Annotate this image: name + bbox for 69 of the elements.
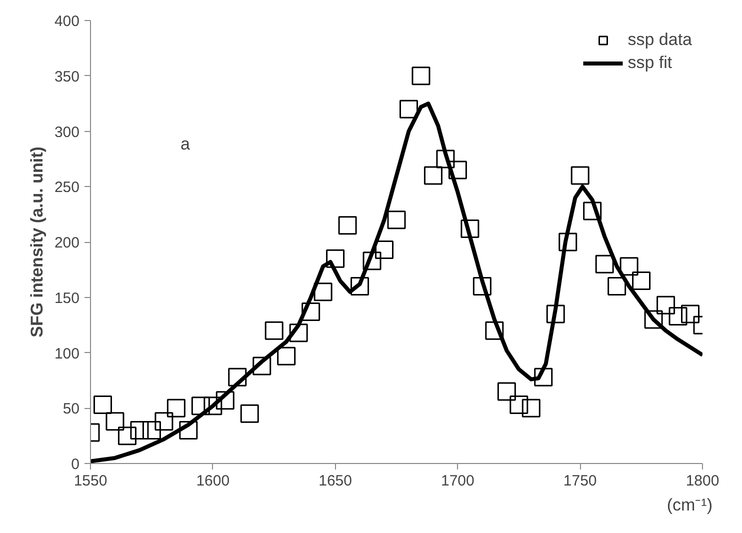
legend-label: ssp fit: [628, 53, 672, 73]
point: [362, 252, 382, 270]
x-tick-label: 1700: [441, 472, 474, 490]
point: [583, 202, 602, 220]
point: [289, 324, 308, 342]
point: [620, 257, 638, 276]
y-tick-label: 200: [54, 234, 80, 252]
point: [558, 232, 578, 252]
x-axis-title: (cm⁻¹): [666, 496, 713, 514]
point: [387, 210, 406, 230]
point: [681, 304, 700, 324]
y-axis-title: SFG intensity (a.u. unit): [27, 146, 46, 338]
point: [106, 412, 124, 431]
point: [656, 296, 676, 314]
point: [644, 310, 663, 329]
point: [118, 426, 136, 446]
y-tick-label: 350: [54, 68, 80, 86]
point: [510, 396, 528, 414]
legend-label: ssp data: [628, 30, 692, 50]
point: [412, 66, 430, 86]
point: [632, 272, 651, 290]
point: [154, 412, 174, 431]
point: [314, 282, 332, 302]
point: [264, 321, 284, 340]
x-tick-label: 1600: [196, 472, 230, 490]
point: [166, 398, 186, 418]
point: [130, 421, 149, 440]
point: [448, 160, 467, 180]
point: [142, 421, 161, 440]
point: [608, 277, 626, 296]
point: [204, 396, 222, 416]
point: [436, 150, 455, 168]
x-tick-label: 1800: [686, 472, 720, 490]
point: [228, 368, 247, 386]
x-tick-label: 1550: [74, 472, 108, 490]
point: [497, 382, 516, 401]
point: [485, 321, 504, 340]
point: [350, 277, 370, 296]
point: [399, 100, 418, 118]
point: [179, 421, 198, 440]
point: [277, 346, 296, 366]
point: [522, 398, 540, 418]
point: [668, 306, 688, 326]
point: [93, 396, 112, 414]
point: [191, 396, 210, 416]
point: [472, 277, 492, 296]
y-tick-label: 50: [62, 400, 80, 418]
point: [595, 254, 614, 274]
point: [338, 216, 357, 235]
point: [216, 391, 234, 410]
x-tick-label: 1750: [563, 472, 597, 490]
x-tick-label: 1650: [318, 472, 352, 490]
point: [326, 249, 345, 268]
annotation: a: [180, 134, 190, 154]
point: [424, 166, 442, 185]
y-tick-label: 100: [54, 345, 80, 362]
point: [534, 368, 553, 386]
y-tick-label: 150: [54, 290, 80, 307]
point: [240, 404, 259, 423]
y-tick-label: 400: [54, 13, 80, 30]
point: [460, 219, 480, 238]
point: [570, 166, 590, 185]
y-tick-label: 250: [54, 179, 80, 196]
point: [375, 240, 394, 260]
point: [302, 302, 320, 322]
point: [252, 356, 272, 376]
point: [546, 304, 565, 324]
y-tick-label: 0: [71, 456, 80, 473]
y-tick-label: 300: [54, 124, 80, 141]
